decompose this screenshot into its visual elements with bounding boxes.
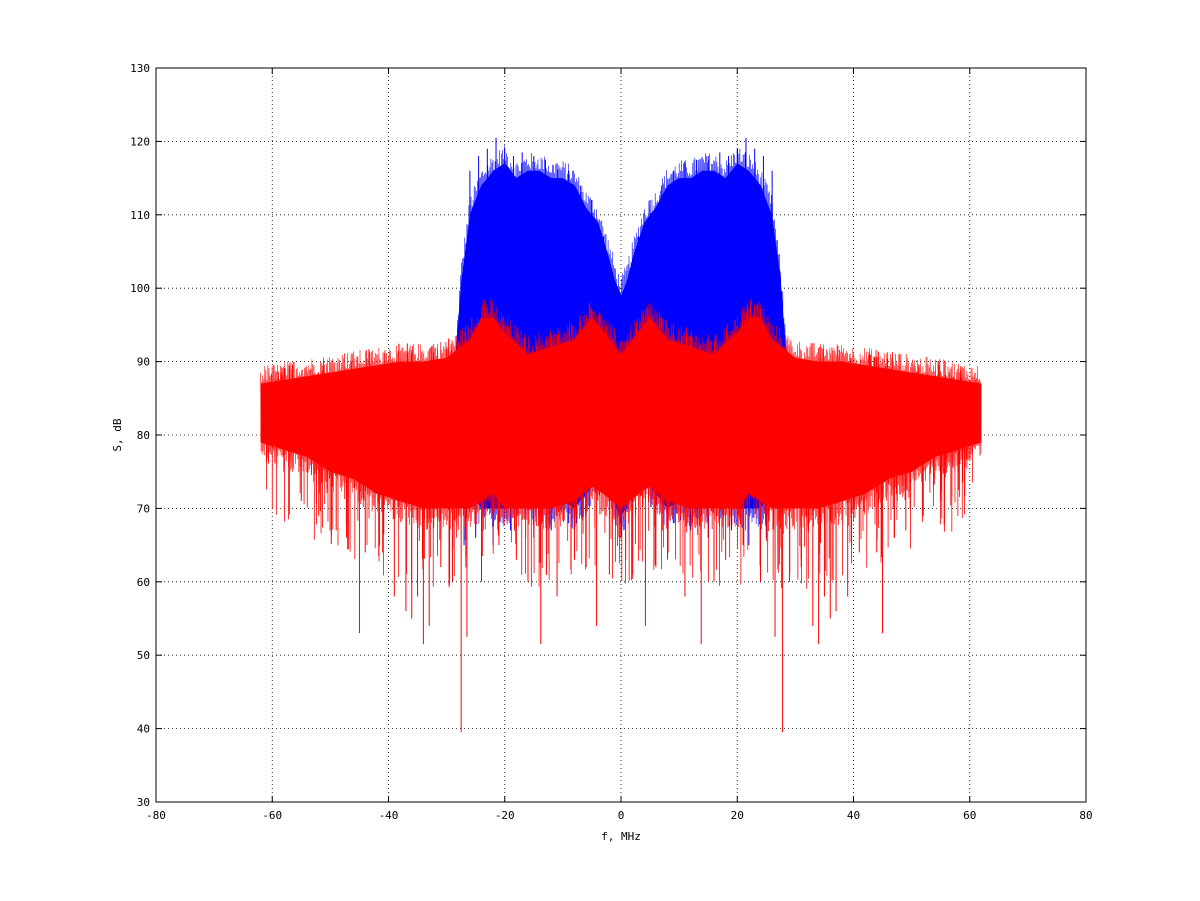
y-tick-label: 30	[137, 796, 150, 809]
x-tick-label: 0	[618, 809, 625, 822]
y-tick-label: 60	[137, 576, 150, 589]
y-tick-label: 40	[137, 723, 150, 736]
y-tick-label: 110	[130, 209, 150, 222]
series-1-trace	[260, 299, 982, 530]
x-tick-label: -20	[495, 809, 515, 822]
y-axis-label: S, dB	[111, 418, 124, 451]
x-tick-label: -60	[262, 809, 282, 822]
ticks: -80 -60 -40 -20 0 20 40 60 80 30 40 50 60 70 80 90 100 11…	[130, 62, 1093, 822]
x-tick-label: -40	[379, 809, 399, 822]
series-layer	[260, 137, 982, 733]
x-tick-label: 60	[963, 809, 976, 822]
y-tick-label: 70	[137, 502, 150, 515]
y-tick-label: 90	[137, 356, 150, 369]
x-tick-label: 20	[731, 809, 744, 822]
x-tick-label: -80	[146, 809, 166, 822]
y-tick-label: 80	[137, 429, 150, 442]
y-tick-label: 130	[130, 62, 150, 75]
y-tick-label: 50	[137, 649, 150, 662]
x-axis-label: f, MHz	[601, 830, 641, 843]
y-tick-label: 120	[130, 135, 150, 148]
x-tick-label: 80	[1079, 809, 1092, 822]
y-tick-label: 100	[130, 282, 150, 295]
red-spikes	[266, 300, 976, 733]
x-tick-label: 40	[847, 809, 860, 822]
series-1-noise	[260, 299, 982, 530]
